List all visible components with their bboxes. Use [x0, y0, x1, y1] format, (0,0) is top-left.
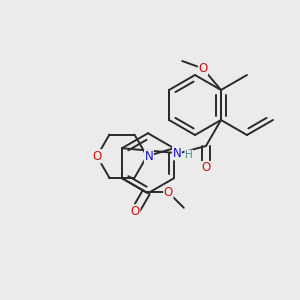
Text: O: O — [164, 186, 173, 199]
Text: N: N — [145, 150, 153, 163]
Text: N: N — [172, 147, 181, 160]
Text: H: H — [185, 150, 193, 160]
Text: O: O — [92, 150, 102, 163]
Text: O: O — [130, 205, 140, 218]
Text: O: O — [201, 161, 211, 175]
Text: O: O — [198, 62, 208, 75]
